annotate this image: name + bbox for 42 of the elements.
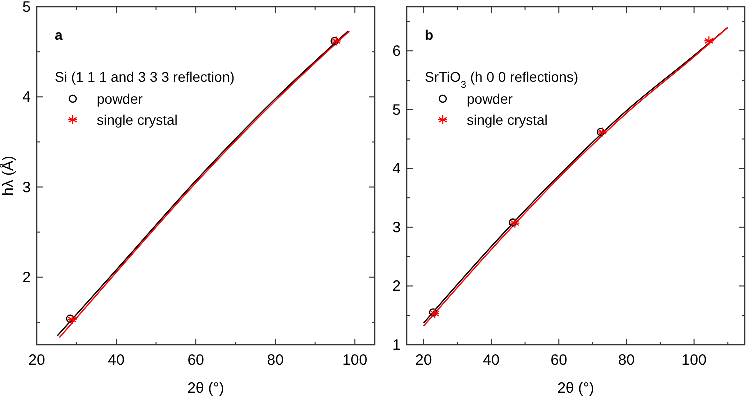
x-tick-label: 40 xyxy=(108,352,125,369)
legend-label: powder xyxy=(467,91,514,107)
legend-label: single crystal xyxy=(467,112,548,128)
y-tick-label: 2 xyxy=(392,278,401,296)
point xyxy=(429,308,438,317)
x-tick-label: 100 xyxy=(682,352,707,369)
y-tick-label: 5 xyxy=(22,0,31,16)
y-tick-label: 1 xyxy=(392,337,401,354)
x-tick-label: 40 xyxy=(483,352,500,369)
x-tick-label: 80 xyxy=(267,352,284,369)
point xyxy=(704,36,714,46)
y-axis-title: hλ (Å) xyxy=(0,156,17,196)
x-tick-label: 60 xyxy=(188,352,204,369)
point xyxy=(510,218,520,228)
x-tick-label: 60 xyxy=(550,352,568,369)
legend-label: single crystal xyxy=(97,112,178,128)
y-tick-label: 3 xyxy=(392,219,401,236)
x-axis-title: 2θ (°) xyxy=(188,380,224,397)
point xyxy=(596,128,606,136)
y-tick-label: 2 xyxy=(22,269,31,286)
point xyxy=(598,127,608,138)
y-tick-label: 4 xyxy=(392,160,401,178)
point xyxy=(331,36,342,46)
point xyxy=(330,37,339,46)
y-tick-label: 5 xyxy=(392,102,401,119)
annotation: a xyxy=(55,27,63,43)
legend-title: SrTiO$_{3}$ (h 0 0 reflections) xyxy=(425,69,579,90)
x-axis-title: 2θ (°) xyxy=(558,380,594,397)
point xyxy=(509,218,518,227)
y-tick-label: 6 xyxy=(392,43,401,60)
legend-label: powder xyxy=(97,91,144,107)
point xyxy=(66,314,74,323)
x-tick-label: 20 xyxy=(28,352,46,369)
annotation: b xyxy=(425,27,434,43)
point xyxy=(67,314,78,325)
x-tick-label: 100 xyxy=(342,352,368,369)
x-tick-label: 80 xyxy=(618,352,636,369)
legend-title: Si (1 1 1 and 3 3 3 reflection) xyxy=(55,69,235,85)
point xyxy=(430,308,440,319)
x-tick-label: 20 xyxy=(416,352,432,369)
y-tick-label: 3 xyxy=(22,179,31,196)
y-tick-label: 4 xyxy=(22,89,31,106)
